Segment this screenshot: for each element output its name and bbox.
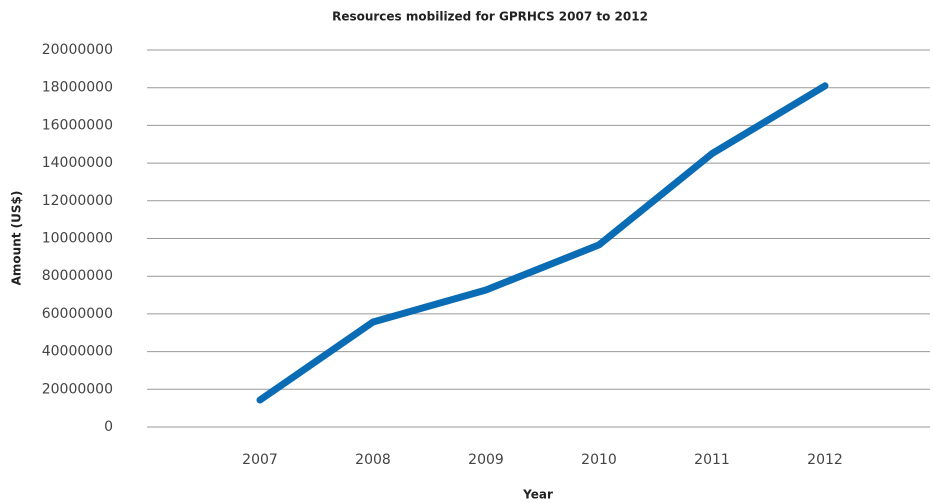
x-tick-label: 2012 xyxy=(807,452,843,468)
y-tick-label: 80000000 xyxy=(42,268,113,284)
y-tick-label: 20000000 xyxy=(42,42,113,58)
y-tick-label: 0 xyxy=(104,419,113,435)
x-tick-label: 2007 xyxy=(242,452,278,468)
y-tick-label: 16000000 xyxy=(42,117,113,133)
y-tick-label: 12000000 xyxy=(42,193,113,209)
x-tick-label: 2009 xyxy=(468,452,504,468)
y-tick-label: 40000000 xyxy=(42,344,113,360)
x-tick-label: 2008 xyxy=(355,452,391,468)
x-axis-label: Year xyxy=(522,488,553,502)
y-axis-label: Amount (US$) xyxy=(10,191,24,286)
y-tick-label: 10000000 xyxy=(42,231,113,247)
y-tick-label: 20000000 xyxy=(42,381,113,397)
y-tick-label: 14000000 xyxy=(42,155,113,171)
y-tick-label: 18000000 xyxy=(42,80,113,96)
line-series xyxy=(256,82,829,404)
chart-title: Resources mobilized for GPRHCS 2007 to 2… xyxy=(332,10,648,24)
x-tick-label: 2011 xyxy=(694,452,730,468)
x-tick-label: 2010 xyxy=(581,452,617,468)
y-tick-label: 60000000 xyxy=(42,306,113,322)
